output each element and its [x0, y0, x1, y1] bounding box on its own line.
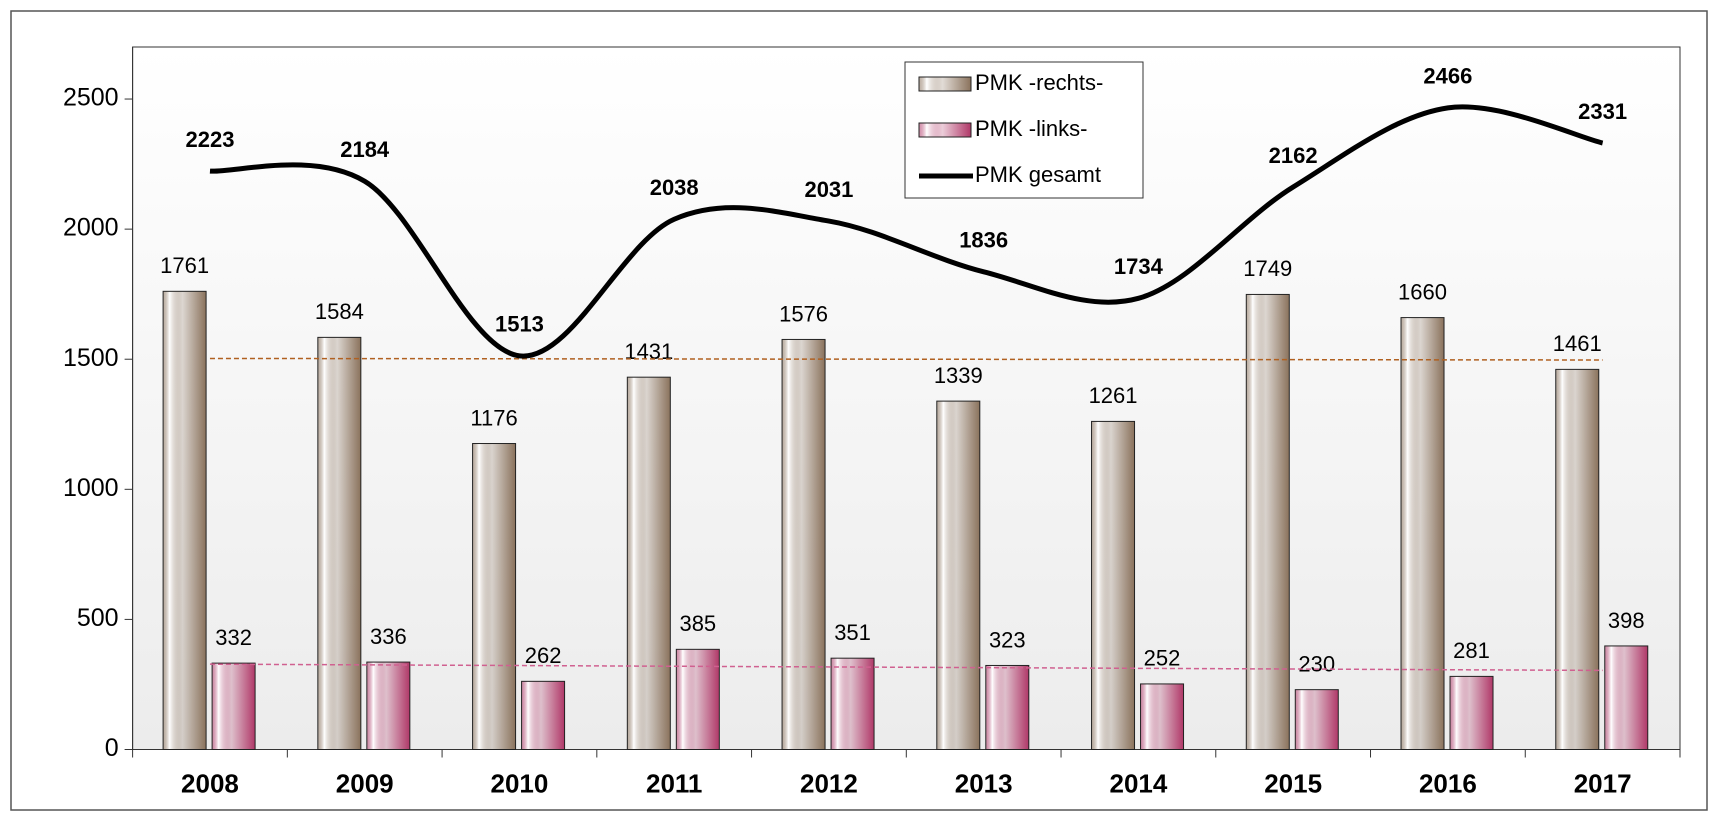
bar — [1091, 420, 1136, 750]
bar-label: 1261 — [1089, 383, 1138, 408]
bar-label: 332 — [215, 625, 252, 650]
line-label: 2184 — [340, 137, 390, 162]
x-tick-label: 2017 — [1574, 768, 1632, 798]
bar-label: 323 — [989, 627, 1026, 652]
line-label: 2038 — [650, 175, 699, 200]
legend-label: PMK gesamt — [975, 162, 1101, 187]
bar — [1140, 683, 1185, 751]
legend-label: PMK -rechts- — [975, 70, 1103, 95]
bar-label: 1584 — [315, 299, 364, 324]
x-tick-label: 2015 — [1264, 768, 1322, 798]
bar-label: 262 — [525, 643, 562, 668]
line-label: 1836 — [959, 228, 1008, 253]
bar — [162, 290, 207, 750]
y-tick-label: 0 — [105, 734, 119, 762]
y-tick-label: 2000 — [63, 214, 119, 242]
x-tick-label: 2011 — [646, 768, 702, 798]
bar — [626, 376, 671, 750]
bar — [1294, 689, 1339, 751]
bar-label: 336 — [370, 624, 407, 649]
line-label: 2162 — [1269, 143, 1318, 168]
bar-label: 1431 — [624, 339, 673, 364]
line — [209, 104, 1604, 359]
bar — [211, 662, 256, 751]
bar — [936, 400, 981, 750]
y-tick-label: 500 — [77, 604, 119, 632]
bar-label: 351 — [834, 620, 871, 645]
legend-swatch — [918, 76, 972, 92]
line-label: 2466 — [1423, 64, 1472, 89]
trend-line — [209, 357, 1603, 361]
x-tick-label: 2014 — [1109, 768, 1167, 798]
bar — [1555, 368, 1600, 750]
legend: PMK -rechts- PMK -links- PMK gesamt — [904, 61, 1144, 199]
line-label: 1734 — [1114, 254, 1164, 279]
bar — [472, 443, 517, 750]
line-label: 2331 — [1578, 99, 1627, 124]
bar — [830, 657, 875, 750]
x-tick-label: 2008 — [181, 768, 239, 798]
trend-line — [209, 663, 1603, 672]
bar-label: 281 — [1453, 638, 1490, 663]
legend-swatch — [918, 122, 972, 138]
y-tick-label: 2500 — [63, 84, 119, 112]
bar-label: 1761 — [160, 253, 209, 278]
x-tick-label: 2009 — [336, 768, 394, 798]
bar — [317, 336, 362, 750]
bar-label: 1461 — [1553, 331, 1602, 356]
bar-label: 1749 — [1243, 256, 1292, 281]
bar-label: 1176 — [470, 405, 517, 430]
bar — [521, 680, 566, 750]
bar — [1449, 675, 1494, 750]
bar — [366, 661, 411, 750]
y-tick-label: 1000 — [63, 474, 119, 502]
line-label: 1513 — [495, 312, 544, 337]
bar — [1604, 645, 1649, 750]
y-tick-label: 1500 — [63, 344, 119, 372]
x-tick-label: 2012 — [800, 768, 858, 798]
bar-label: 230 — [1298, 651, 1335, 676]
bar-label: 1660 — [1398, 279, 1447, 304]
legend-label: PMK -links- — [975, 116, 1087, 141]
bar — [675, 648, 720, 750]
x-tick-label: 2013 — [955, 768, 1013, 798]
bar-label: 398 — [1608, 608, 1645, 633]
bar-label: 252 — [1144, 646, 1181, 671]
line-label: 2223 — [185, 127, 234, 152]
bar-label: 385 — [679, 611, 716, 636]
bar — [985, 664, 1030, 751]
bar — [1400, 317, 1445, 750]
line-label: 2031 — [804, 177, 853, 202]
bar — [781, 338, 826, 750]
x-tick-label: 2016 — [1419, 768, 1477, 798]
bar-label: 1576 — [779, 301, 828, 326]
bar — [1245, 293, 1290, 750]
x-tick-label: 2010 — [491, 768, 549, 798]
bar-label: 1339 — [934, 363, 983, 388]
